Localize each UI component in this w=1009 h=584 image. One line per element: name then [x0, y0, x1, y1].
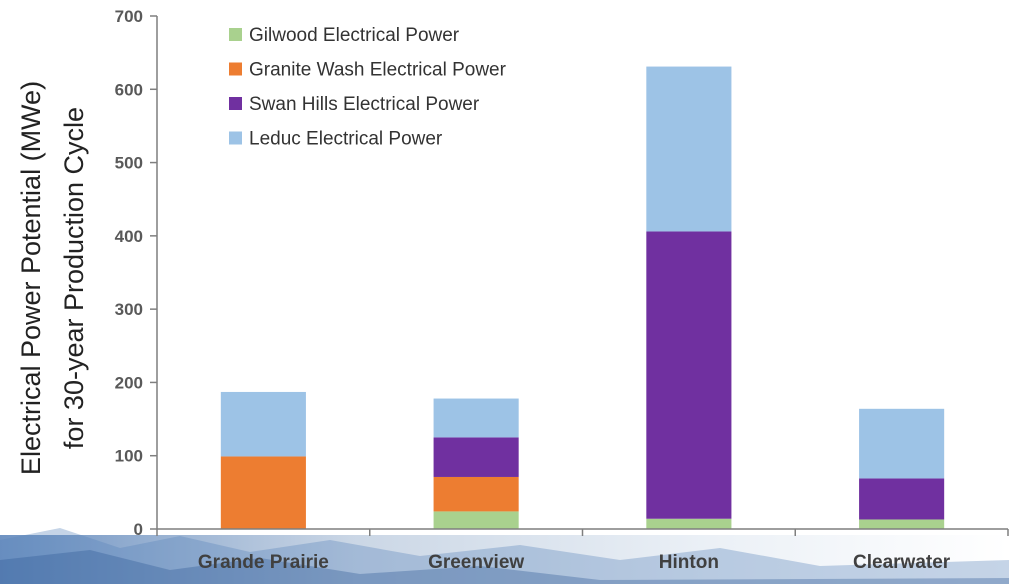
y-tick-label: 500 — [115, 154, 143, 173]
bar-segment — [433, 476, 519, 512]
bar-segment — [646, 518, 732, 529]
x-category-label: Clearwater — [853, 552, 951, 573]
y-tick-label: 300 — [115, 300, 143, 319]
legend-entry-label: Leduc Electrical Power — [249, 129, 443, 150]
y-tick-label: 0 — [134, 520, 143, 539]
legend-swatch — [229, 62, 242, 76]
bar-segment — [859, 408, 945, 479]
x-category-label: Grande Prairie — [198, 552, 329, 573]
legend-swatch — [229, 28, 242, 41]
y-tick-label: 200 — [115, 373, 143, 392]
bar-segment — [433, 437, 519, 477]
legend-swatch — [229, 97, 242, 110]
y-tick-label: 600 — [115, 80, 143, 99]
bar-segment — [220, 391, 306, 457]
bar-segment — [220, 456, 306, 529]
bar-segment — [646, 66, 732, 232]
y-axis-title: Electrical Power Potential (MWe) for 30-… — [16, 81, 89, 475]
x-category-label: Greenview — [428, 552, 524, 573]
y-axis: 0 100 200 300 400 500 600 700 — [115, 7, 158, 539]
legend-entry-label: Swan Hills Electrical Power — [249, 94, 480, 115]
y-tick-label: 100 — [115, 447, 143, 466]
background-image — [0, 528, 1009, 584]
y-tick-label: 700 — [115, 7, 143, 26]
bars — [220, 66, 945, 529]
legend-swatch — [229, 131, 242, 145]
bar-segment — [859, 478, 945, 520]
y-axis-title-line-1: Electrical Power Potential (MWe) — [16, 81, 46, 475]
bar-segment — [433, 511, 519, 529]
x-axis: Grande Prairie Greenview Hinton Clearwater — [156, 528, 1009, 573]
legend-entry-label: Granite Wash Electrical Power — [249, 60, 507, 81]
bar-segment — [646, 231, 732, 519]
bar-segment — [859, 519, 945, 529]
legend-entry-label: Gilwood Electrical Power — [249, 25, 460, 46]
y-axis-title-line-2: for 30-year Production Cycle — [59, 107, 89, 449]
x-category-label: Hinton — [659, 552, 719, 573]
legend: Gilwood Electrical Power Granite Wash Ele… — [229, 25, 507, 150]
bar-segment — [433, 398, 519, 438]
y-tick-label: 400 — [115, 227, 143, 246]
